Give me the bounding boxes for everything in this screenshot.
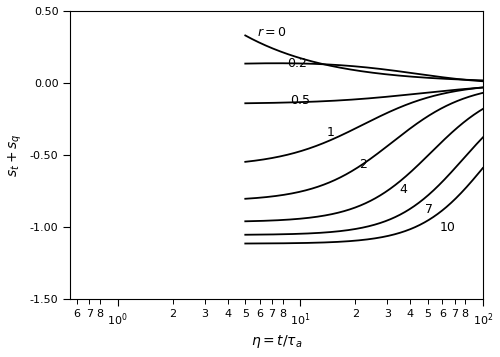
X-axis label: $\eta = t / \tau_a$: $\eta = t / \tau_a$ xyxy=(250,333,302,350)
Text: 2: 2 xyxy=(359,158,367,171)
Y-axis label: $s_t + s_q$: $s_t + s_q$ xyxy=(7,133,24,177)
Text: 0.2: 0.2 xyxy=(288,57,307,70)
Text: 7: 7 xyxy=(424,203,432,216)
Text: 0.5: 0.5 xyxy=(290,95,310,107)
Text: 4: 4 xyxy=(400,183,407,196)
Text: 1: 1 xyxy=(327,126,335,139)
Text: $r = 0$: $r = 0$ xyxy=(257,26,286,39)
Text: 10: 10 xyxy=(440,221,456,234)
